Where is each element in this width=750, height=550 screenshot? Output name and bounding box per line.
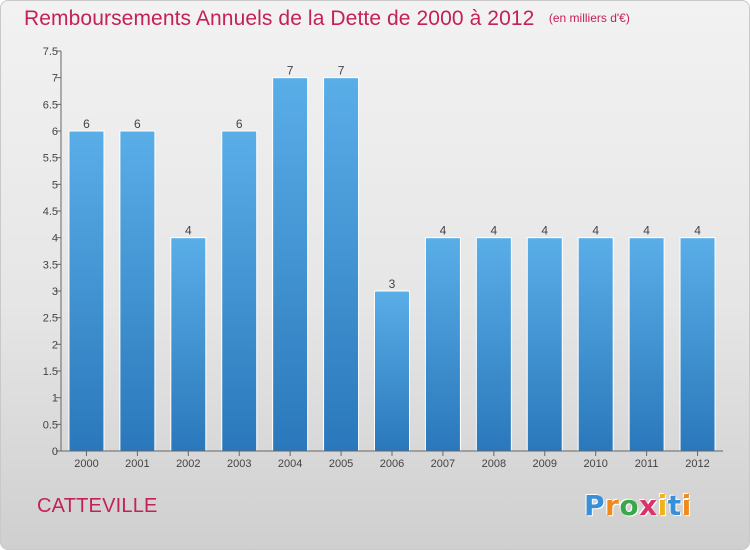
proxiti-logo[interactable]: Proxiti	[584, 489, 692, 522]
x-tick-label-2002: 2002	[176, 458, 200, 470]
data-label-2007: 4	[440, 224, 447, 238]
data-label-2003: 6	[236, 117, 243, 131]
y-tick-label: 5.5	[43, 153, 58, 165]
y-tick-label: 4	[52, 233, 58, 245]
bar-2010	[577, 237, 614, 452]
x-axis: 2000 2001 2002 2003 2004 2005 2006 2007 2008 2009…	[61, 450, 723, 470]
y-tick-label: 3.5	[43, 259, 58, 271]
bar-2009	[526, 237, 563, 452]
bars	[68, 77, 716, 452]
x-tick-label-2006: 2006	[380, 458, 404, 470]
logo-letter: x	[639, 489, 658, 522]
x-tick-label-2012: 2012	[685, 458, 709, 470]
bar-2008	[475, 237, 512, 452]
logo-letter: o	[619, 489, 640, 522]
y-tick-label: 2.5	[43, 313, 58, 325]
bar-2007	[424, 237, 461, 452]
x-tick-label-2000: 2000	[74, 458, 98, 470]
data-label-2000: 6	[83, 117, 90, 131]
chart-title: Remboursements Annuels de la Dette de 20…	[24, 7, 535, 30]
bar-2012	[679, 237, 716, 452]
x-tick-label-2001: 2001	[125, 458, 149, 470]
data-labels: 6 6 4 6 7 7 3 4 4 4 4 4 4	[83, 64, 701, 291]
y-tick-label: 6	[52, 126, 58, 138]
y-tick-label: 1	[52, 393, 58, 405]
bar-2002	[170, 237, 207, 452]
bar-2000	[68, 130, 105, 452]
bar-2003	[221, 130, 258, 452]
x-tick-label-2007: 2007	[431, 458, 455, 470]
data-label-2010: 4	[592, 224, 599, 238]
y-axis: 0 0.5 1 1.5 2 2.5 3 3.5 4 4.5 5 5.5 6 6.5 7 7.5	[43, 46, 62, 458]
bar-2001	[119, 130, 156, 452]
logo-letter: i	[681, 489, 692, 522]
bar-2005	[323, 77, 360, 452]
x-tick-label-2009: 2009	[533, 458, 557, 470]
data-label-2012: 4	[694, 224, 701, 238]
bar-2006	[374, 290, 410, 452]
y-tick-label: 2	[52, 339, 58, 351]
y-tick-label: 5	[52, 179, 58, 191]
data-label-2004: 7	[287, 64, 294, 78]
logo-letter: P	[584, 489, 606, 522]
bar-2011	[628, 237, 665, 452]
x-tick-label-2008: 2008	[482, 458, 506, 470]
logo-letter: i	[657, 489, 668, 522]
y-tick-label: 1.5	[43, 366, 58, 378]
chart-unit: (en milliers d'€)	[548, 11, 630, 25]
data-label-2001: 6	[134, 117, 141, 131]
commune-name: CATTEVILLE	[37, 495, 158, 517]
data-label-2006: 3	[389, 277, 396, 291]
y-tick-label: 7.5	[43, 46, 58, 58]
y-tick-label: 7	[52, 73, 58, 85]
y-tick-label: 4.5	[43, 206, 58, 218]
logo-letter: t	[667, 489, 682, 522]
y-tick-label: 0.5	[43, 419, 58, 431]
data-label-2005: 7	[338, 64, 345, 78]
y-tick-label: 6.5	[43, 99, 58, 111]
y-tick-label: 0	[52, 446, 58, 458]
data-label-2009: 4	[541, 224, 548, 238]
logo-letter: r	[605, 489, 620, 522]
x-tick-label-2010: 2010	[583, 458, 607, 470]
x-tick-label-2005: 2005	[329, 458, 353, 470]
x-tick-label-2004: 2004	[278, 458, 302, 470]
bar-2004	[272, 77, 309, 452]
data-label-2002: 4	[185, 224, 192, 238]
x-tick-label-2003: 2003	[227, 458, 251, 470]
y-tick-label: 3	[52, 286, 58, 298]
data-label-2008: 4	[491, 224, 498, 238]
chart-title-row: Remboursements Annuels de la Dette de 20…	[24, 7, 630, 31]
x-tick-label-2011: 2011	[635, 458, 659, 470]
data-label-2011: 4	[643, 224, 650, 238]
